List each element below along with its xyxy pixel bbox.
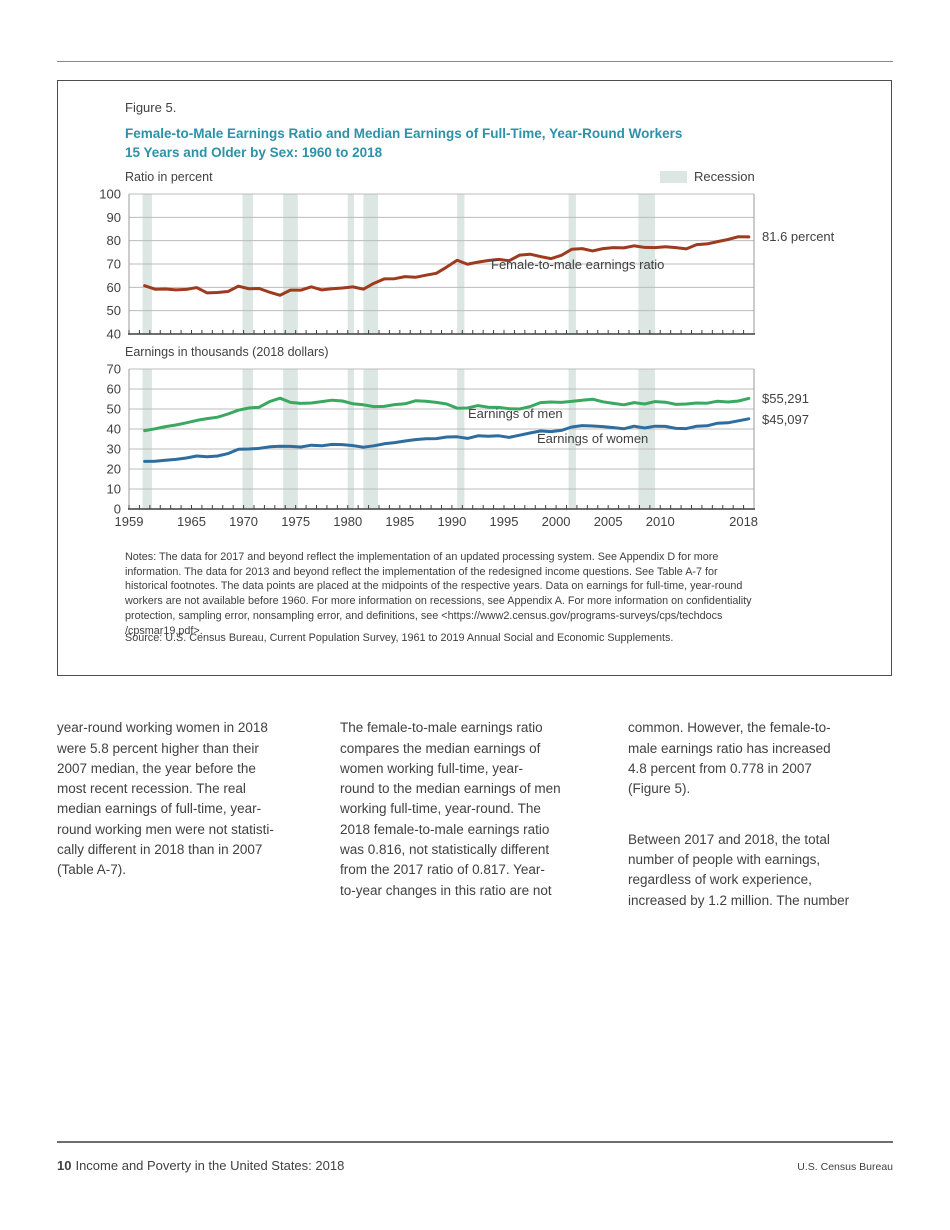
svg-text:$45,097: $45,097 bbox=[762, 412, 809, 427]
svg-text:70: 70 bbox=[107, 257, 121, 272]
top-rule bbox=[57, 61, 893, 62]
svg-text:100: 100 bbox=[99, 187, 121, 202]
svg-text:30: 30 bbox=[107, 442, 121, 457]
svg-text:1990: 1990 bbox=[437, 514, 466, 529]
svg-text:2018: 2018 bbox=[729, 514, 758, 529]
figure-notes: Notes: The data for 2017 and beyond refl… bbox=[125, 551, 752, 637]
svg-text:80: 80 bbox=[107, 233, 121, 248]
svg-text:40: 40 bbox=[107, 327, 121, 342]
svg-text:Earnings of women: Earnings of women bbox=[537, 431, 648, 446]
svg-text:60: 60 bbox=[107, 382, 121, 397]
report-title: Income and Poverty in the United States:… bbox=[75, 1158, 345, 1173]
svg-text:1985: 1985 bbox=[385, 514, 414, 529]
figure-title: Female-to-Male Earnings Ratio and Median… bbox=[125, 126, 683, 160]
recession-legend-swatch bbox=[660, 171, 687, 183]
svg-text:Female-to-male earnings ratio: Female-to-male earnings ratio bbox=[491, 257, 664, 272]
svg-text:0: 0 bbox=[114, 502, 121, 517]
svg-text:10: 10 bbox=[107, 482, 121, 497]
paragraph: common. However, the female-to- male ear… bbox=[628, 720, 831, 797]
svg-text:50: 50 bbox=[107, 402, 121, 417]
footer-rule bbox=[57, 1141, 893, 1143]
svg-text:40: 40 bbox=[107, 422, 121, 437]
body-column-1: year-round working women in 2018 were 5.… bbox=[57, 698, 342, 901]
svg-text:1980: 1980 bbox=[333, 514, 362, 529]
svg-text:1965: 1965 bbox=[177, 514, 206, 529]
svg-text:50: 50 bbox=[107, 303, 121, 318]
earnings-axis-title: Earnings in thousands (2018 dollars) bbox=[125, 345, 329, 359]
recession-legend-label: Recession bbox=[694, 169, 755, 184]
paragraph: year-round working women in 2018 were 5.… bbox=[57, 720, 274, 878]
svg-text:70: 70 bbox=[107, 362, 121, 377]
footer-page-info: 10 Income and Poverty in the United State… bbox=[57, 1158, 344, 1173]
svg-text:1975: 1975 bbox=[281, 514, 310, 529]
figure-source: Source: U.S. Census Bureau, Current Popu… bbox=[125, 632, 674, 644]
svg-text:Earnings of men: Earnings of men bbox=[468, 406, 563, 421]
svg-text:2010: 2010 bbox=[646, 514, 675, 529]
svg-text:1995: 1995 bbox=[490, 514, 519, 529]
body-column-2: The female-to-male earnings ratio compar… bbox=[340, 698, 637, 921]
figure-5-box: Figure 5. Female-to-Male Earnings Ratio … bbox=[57, 80, 892, 676]
svg-text:81.6 percent: 81.6 percent bbox=[762, 229, 835, 244]
footer-bureau: U.S. Census Bureau bbox=[797, 1161, 893, 1173]
svg-text:60: 60 bbox=[107, 280, 121, 295]
svg-text:1959: 1959 bbox=[115, 514, 144, 529]
svg-text:90: 90 bbox=[107, 210, 121, 225]
figure-number: Figure 5. bbox=[125, 100, 177, 115]
ratio-line-chart: 100 90 80 70 60 50 40 Female-to-male earnings r… bbox=[99, 187, 835, 342]
page-number: 10 bbox=[57, 1158, 72, 1173]
svg-text:$55,291: $55,291 bbox=[762, 391, 809, 406]
paragraph: The female-to-male earnings ratio compar… bbox=[340, 720, 561, 898]
body-column-3: common. However, the female-to- male ear… bbox=[628, 698, 900, 931]
svg-text:20: 20 bbox=[107, 462, 121, 477]
svg-text:2005: 2005 bbox=[594, 514, 623, 529]
paragraph: Between 2017 and 2018, the total number … bbox=[628, 831, 850, 908]
svg-text:1970: 1970 bbox=[229, 514, 258, 529]
svg-text:2000: 2000 bbox=[542, 514, 571, 529]
ratio-axis-title: Ratio in percent bbox=[125, 170, 213, 184]
